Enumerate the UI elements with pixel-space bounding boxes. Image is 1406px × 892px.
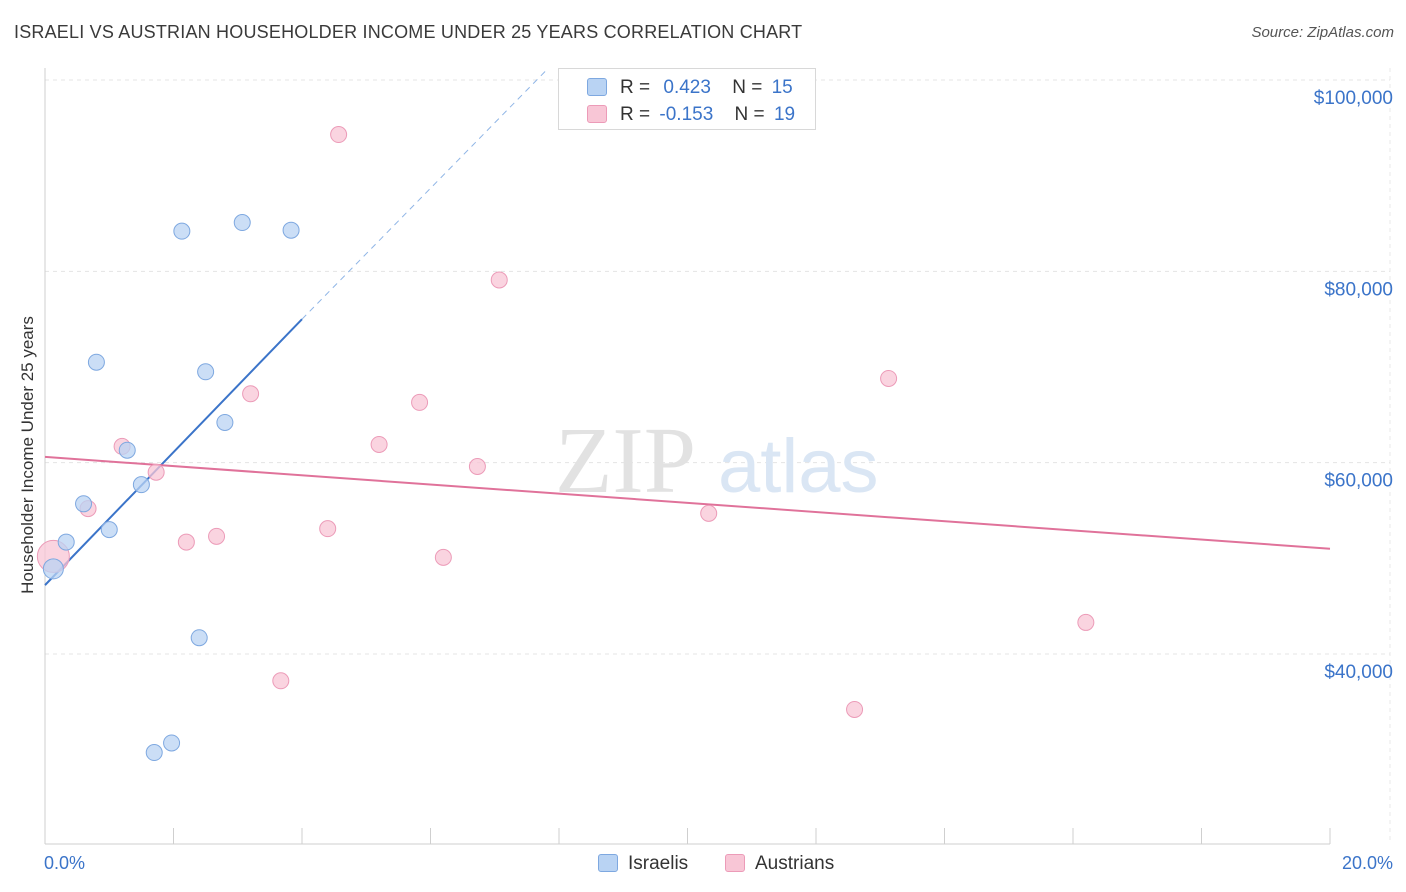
watermark-zip: ZIP [555, 409, 696, 513]
austrians-point [411, 393, 429, 411]
x-tick-label-max: 20.0% [1342, 853, 1393, 873]
austrians-n-value: 19 [773, 104, 796, 125]
austrians-legend-label: Austrians [755, 853, 835, 874]
israelis-point [100, 521, 118, 539]
austrians-point [1077, 613, 1095, 631]
austrians-point [147, 463, 165, 481]
austrians-r-value: -0.153 [659, 104, 714, 125]
austrians-point [434, 548, 452, 566]
israelis-point [173, 222, 191, 240]
israelis-point [197, 363, 215, 381]
austrians-point [370, 435, 388, 453]
r-label: R = [620, 104, 651, 125]
israelis-legend-label: Israelis [628, 853, 689, 874]
austrians-legend-swatch [725, 854, 745, 872]
r-label: R = [620, 77, 651, 98]
israelis-point [216, 413, 234, 431]
austrians-swatch [587, 105, 607, 123]
austrians-point [330, 126, 348, 144]
n-label: N = [732, 77, 763, 98]
israelis-swatch [587, 78, 607, 96]
israelis-point [132, 476, 150, 494]
chart-title: ISRAELI VS AUSTRIAN HOUSEHOLDER INCOME U… [14, 22, 803, 42]
austrians-point [468, 457, 486, 475]
israelis-n-value: 15 [771, 77, 793, 98]
israelis-trend-extension [301, 70, 547, 320]
x-tick-label-min: 0.0% [44, 853, 85, 873]
austrians-point [177, 533, 195, 551]
y-tick-label: $60,000 [1324, 471, 1393, 492]
israelis-point [42, 558, 64, 580]
watermark-atlas: atlas [718, 424, 879, 509]
israelis-point [57, 533, 75, 551]
n-label: N = [734, 104, 765, 125]
austrians-point [700, 504, 718, 522]
israelis-legend-swatch [598, 854, 618, 872]
axes [44, 68, 1331, 845]
israelis-point [163, 734, 181, 752]
israelis-trend-line [44, 318, 303, 586]
israelis-point [118, 441, 136, 459]
israelis-point [233, 214, 251, 232]
austrians-point [846, 700, 864, 718]
data-points [36, 126, 1095, 762]
austrians-trend-line [44, 455, 1331, 550]
y-tick-label: $100,000 [1314, 88, 1393, 109]
austrians-point [272, 672, 290, 690]
trend-lines [44, 70, 1331, 586]
y-tick-label: $80,000 [1324, 279, 1393, 300]
stats-legend: R = 0.423 N = 15 R = -0.153 N = 19 [558, 68, 816, 130]
y-tick-label: $40,000 [1324, 662, 1393, 683]
austrians-point [208, 527, 226, 545]
austrians-point [490, 271, 508, 289]
chart-source: Source: ZipAtlas.com [1251, 24, 1394, 41]
austrians-point [880, 369, 898, 387]
gridlines [45, 68, 1391, 844]
israelis-point [282, 221, 300, 239]
israelis-point [87, 353, 105, 371]
israelis-r-value: 0.423 [663, 77, 711, 98]
austrians-point [319, 520, 337, 538]
israelis-point [145, 744, 163, 762]
israelis-point [75, 495, 93, 513]
austrians-point [242, 385, 260, 403]
israelis-point [190, 629, 208, 647]
tick-labels: $40,000 $60,000 $80,000 $100,000 0.0% 20.0% [44, 88, 1393, 873]
